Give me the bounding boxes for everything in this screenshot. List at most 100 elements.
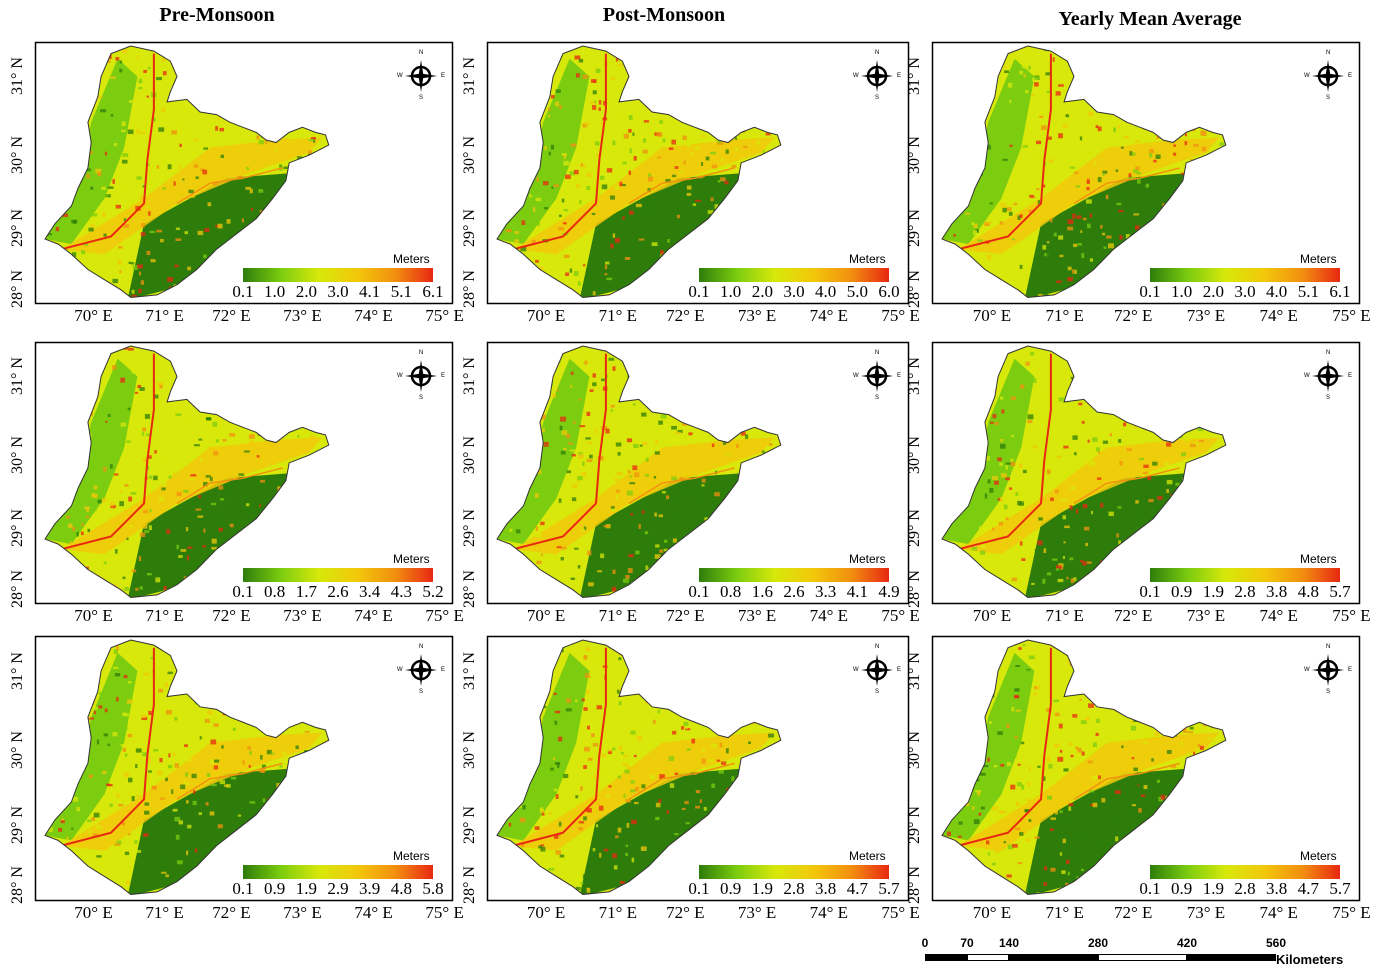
legend-color-ramp bbox=[243, 865, 433, 879]
latitude-label: 30° N bbox=[906, 136, 924, 174]
compass-letter: N bbox=[875, 350, 879, 356]
longitude-label: 70° E bbox=[973, 606, 1011, 626]
legend-tick-label: 0.1 bbox=[688, 282, 709, 302]
legend-tick-label: 5.7 bbox=[1329, 879, 1350, 899]
scale-tick-label: 420 bbox=[1177, 936, 1197, 950]
compass-letter: S bbox=[1326, 95, 1330, 101]
compass-letter: E bbox=[441, 373, 445, 379]
map-frame bbox=[932, 342, 1360, 604]
scale-segment bbox=[967, 954, 1009, 961]
longitude-label: 71° E bbox=[145, 606, 183, 626]
legend-tick-label: 2.8 bbox=[1234, 582, 1255, 602]
legend-tick-label: 3.9 bbox=[359, 879, 380, 899]
legend-color-ramp bbox=[1150, 865, 1340, 879]
latitude-label: 29° N bbox=[9, 806, 27, 844]
compass-letter: N bbox=[875, 644, 879, 650]
map-frame bbox=[35, 636, 453, 901]
legend-tick-label: 3.3 bbox=[815, 582, 836, 602]
latitude-label: 30° N bbox=[461, 136, 479, 174]
scale-tick-label: 560 bbox=[1266, 936, 1286, 950]
legend-tick-label: 2.8 bbox=[1234, 879, 1255, 899]
compass-letter: S bbox=[419, 95, 423, 101]
longitude-label: 71° E bbox=[1045, 306, 1083, 326]
legend-tick-label: 6.1 bbox=[1329, 282, 1350, 302]
map-frame bbox=[932, 42, 1360, 304]
latitude-label: 31° N bbox=[9, 57, 27, 95]
legend-tick-label: 2.0 bbox=[296, 282, 317, 302]
scale-segment bbox=[1098, 954, 1187, 961]
longitude-label: 71° E bbox=[145, 306, 183, 326]
legend-tick-label: 4.8 bbox=[391, 879, 412, 899]
longitude-label: 70° E bbox=[973, 903, 1011, 923]
latitude-label: 30° N bbox=[9, 731, 27, 769]
legend-unit-label: Meters bbox=[393, 552, 430, 566]
latitude-label: 31° N bbox=[906, 57, 924, 95]
longitude-label: 70° E bbox=[74, 903, 112, 923]
legend-color-ramp bbox=[699, 568, 889, 582]
longitude-label: 73° E bbox=[1187, 903, 1225, 923]
legend-tick-label: 5.0 bbox=[847, 282, 868, 302]
compass-letter: W bbox=[1304, 373, 1310, 379]
legend-tick-label: 1.9 bbox=[1203, 879, 1224, 899]
legend-tick-label: 5.8 bbox=[422, 879, 443, 899]
longitude-label: 71° E bbox=[1045, 606, 1083, 626]
latitude-label: 31° N bbox=[461, 57, 479, 95]
legend-tick-label: 0.1 bbox=[232, 282, 253, 302]
compass-letter: N bbox=[1326, 644, 1330, 650]
compass-letter: E bbox=[441, 667, 445, 673]
legend-unit-label: Meters bbox=[1300, 252, 1337, 266]
longitude-label: 75° E bbox=[1332, 606, 1370, 626]
legend-unit-label: Meters bbox=[1300, 849, 1337, 863]
legend-tick-label: 2.0 bbox=[1203, 282, 1224, 302]
legend-tick-label: 4.7 bbox=[1298, 879, 1319, 899]
longitude-label: 74° E bbox=[1259, 306, 1297, 326]
compass-letter: W bbox=[397, 373, 403, 379]
scale-segment bbox=[925, 954, 967, 961]
legend-tick-label: 6.0 bbox=[878, 282, 899, 302]
longitude-label: 74° E bbox=[354, 903, 392, 923]
compass-letter: S bbox=[875, 95, 879, 101]
longitude-label: 74° E bbox=[810, 306, 848, 326]
scale-unit-label: Kilometers bbox=[1276, 952, 1343, 967]
latitude-label: 30° N bbox=[906, 436, 924, 474]
map-panel: N W E S 31° N 30° N 29° N 28° N 70° E 71° E 72° E 7… bbox=[932, 42, 1360, 338]
scale-tick-label: 140 bbox=[999, 936, 1019, 950]
legend-color-ramp bbox=[1150, 268, 1340, 282]
compass-letter: W bbox=[853, 373, 859, 379]
legend-tick-label: 1.7 bbox=[296, 582, 317, 602]
longitude-label: 74° E bbox=[810, 606, 848, 626]
legend-tick-label: 4.1 bbox=[359, 282, 380, 302]
longitude-label: 73° E bbox=[738, 903, 776, 923]
latitude-label: 28° N bbox=[9, 570, 27, 608]
longitude-label: 72° E bbox=[1114, 306, 1152, 326]
longitude-label: 73° E bbox=[283, 306, 321, 326]
legend-tick-label: 0.9 bbox=[264, 879, 285, 899]
legend-tick-label: 0.9 bbox=[720, 879, 741, 899]
map-panel: N W E S 31° N 30° N 29° N 28° N 70° E 71° E 72° E 7… bbox=[35, 342, 453, 638]
compass-letter: E bbox=[897, 373, 901, 379]
latitude-label: 30° N bbox=[461, 731, 479, 769]
longitude-label: 73° E bbox=[738, 606, 776, 626]
compass-letter: S bbox=[875, 689, 879, 695]
longitude-label: 72° E bbox=[212, 903, 250, 923]
latitude-label: 28° N bbox=[906, 270, 924, 308]
legend-tick-label: 3.0 bbox=[783, 282, 804, 302]
compass-letter: E bbox=[441, 73, 445, 79]
legend-tick-label: 0.1 bbox=[232, 582, 253, 602]
latitude-label: 29° N bbox=[9, 209, 27, 247]
scale-tick-label: 70 bbox=[960, 936, 973, 950]
longitude-label: 70° E bbox=[527, 606, 565, 626]
legend-tick-label: 5.7 bbox=[1329, 582, 1350, 602]
compass-letter: E bbox=[897, 73, 901, 79]
latitude-label: 31° N bbox=[906, 652, 924, 690]
latitude-label: 28° N bbox=[9, 270, 27, 308]
compass-letter: E bbox=[1348, 373, 1352, 379]
longitude-label: 70° E bbox=[527, 903, 565, 923]
legend-tick-label: 2.0 bbox=[752, 282, 773, 302]
longitude-label: 70° E bbox=[74, 606, 112, 626]
longitude-label: 75° E bbox=[1332, 306, 1370, 326]
latitude-label: 29° N bbox=[906, 209, 924, 247]
map-frame bbox=[35, 342, 453, 604]
compass-letter: N bbox=[1326, 350, 1330, 356]
legend-color-ramp bbox=[243, 268, 433, 282]
